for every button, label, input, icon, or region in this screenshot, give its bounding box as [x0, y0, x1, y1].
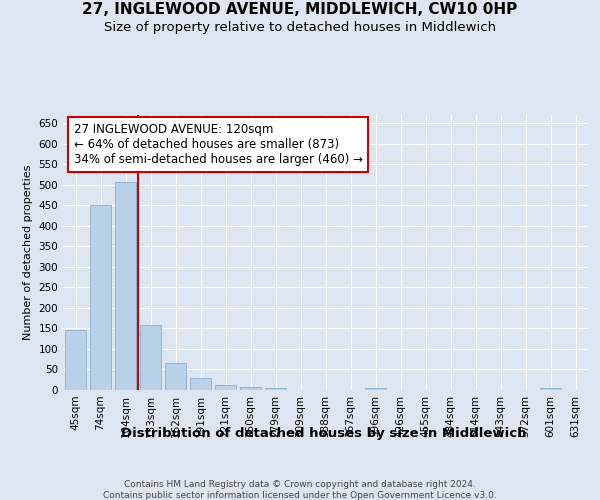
Bar [365, 388, 386, 390]
Y-axis label: Number of detached properties: Number of detached properties [23, 165, 33, 340]
Text: 27 INGLEWOOD AVENUE: 120sqm
← 64% of detached houses are smaller (873)
34% of se: 27 INGLEWOOD AVENUE: 120sqm ← 64% of det… [74, 123, 362, 166]
Text: Distribution of detached houses by size in Middlewich: Distribution of detached houses by size … [121, 428, 527, 440]
Bar [165, 364, 186, 390]
Bar [265, 388, 286, 390]
Bar [240, 386, 261, 390]
Bar [115, 182, 136, 390]
Text: Size of property relative to detached houses in Middlewich: Size of property relative to detached ho… [104, 21, 496, 34]
Bar [540, 388, 561, 390]
Text: Contains HM Land Registry data © Crown copyright and database right 2024.
Contai: Contains HM Land Registry data © Crown c… [103, 480, 497, 500]
Text: 27, INGLEWOOD AVENUE, MIDDLEWICH, CW10 0HP: 27, INGLEWOOD AVENUE, MIDDLEWICH, CW10 0… [82, 2, 518, 18]
Bar [190, 378, 211, 390]
Bar [215, 384, 236, 390]
Bar [140, 325, 161, 390]
Bar [65, 330, 86, 390]
Bar [90, 206, 111, 390]
